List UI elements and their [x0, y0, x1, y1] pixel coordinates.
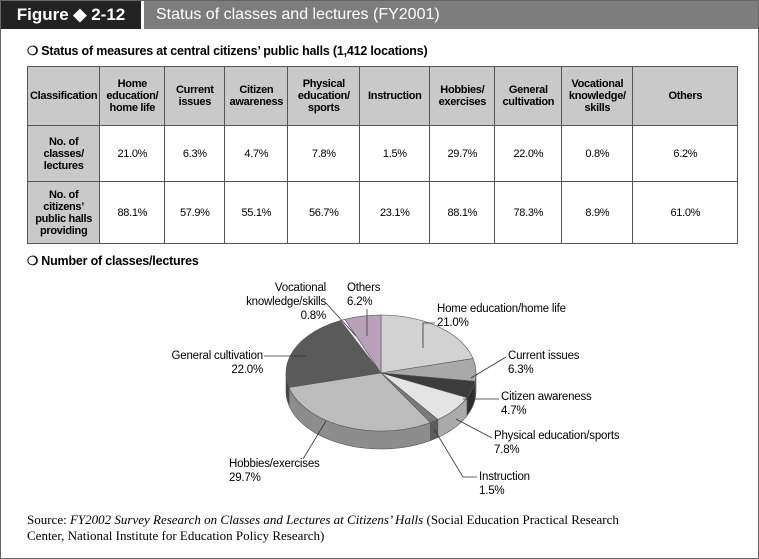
leader-line: [302, 420, 327, 460]
pie-slice: [380, 314, 474, 374]
category-label: Vocational knowledge/skills: [246, 282, 326, 308]
pie-slice: [344, 314, 382, 374]
chart-title: ❍ Number of classes/lectures: [27, 254, 199, 268]
category-label: Home education/home life: [437, 303, 566, 315]
column-header: Others: [632, 66, 739, 126]
figure-label: Figure ◆ 2-12: [1, 1, 141, 29]
category-label: Citizen awareness: [501, 391, 592, 403]
cell: 0.8%: [561, 125, 634, 182]
slice-label: Current issues 6.3%: [508, 349, 608, 377]
column-header: Physical education/ sports: [287, 66, 361, 126]
source: Source: FY2002 Survey Research on Classe…: [27, 512, 627, 544]
cell: 6.3%: [164, 125, 226, 182]
cell: 29.7%: [429, 125, 496, 182]
pie-slice: [380, 372, 468, 420]
cell: 22.0%: [494, 125, 563, 182]
category-label: Others: [347, 282, 381, 294]
row-header: No. of classes/ lectures: [26, 125, 101, 182]
column-header: Hobbies/ exercises: [429, 66, 496, 126]
category-label: Instruction: [479, 471, 530, 483]
value-label: 21.0%: [437, 317, 469, 329]
leader-line: [325, 302, 357, 337]
table-row: No. of citizens’ public halls providing 8…: [26, 181, 739, 244]
table-heading: ❍ Status of measures at central citizens…: [27, 44, 428, 58]
value-label: 4.7%: [501, 405, 527, 417]
value-label: 22.0%: [231, 364, 263, 376]
cell: 61.0%: [632, 181, 739, 244]
cell: 55.1%: [224, 181, 289, 244]
cell: 1.5%: [359, 125, 431, 182]
value-label: 1.5%: [479, 485, 505, 497]
column-header: Classification: [26, 66, 101, 126]
slice-label: Home education/home life 21.0%: [437, 302, 617, 330]
figure-title: Status of classes and lectures (FY2001): [141, 1, 758, 29]
column-header: Current issues: [164, 66, 226, 126]
slice-label: General cultivation 22.0%: [141, 349, 264, 377]
pie-slice: [380, 372, 476, 399]
slice-label: Instruction 1.5%: [479, 470, 559, 498]
pie-slice: [288, 372, 431, 432]
cell: 23.1%: [359, 181, 431, 244]
pie-side: [430, 419, 439, 441]
pie-slice: [285, 320, 382, 388]
value-label: 6.2%: [347, 296, 373, 308]
category-label: General cultivation: [171, 350, 264, 362]
category-label: Current issues: [508, 350, 580, 362]
source-publisher: (Social Education Practical Research Cen…: [27, 512, 619, 543]
cell: 8.9%: [561, 181, 634, 244]
row-header: No. of citizens’ public halls providing: [26, 181, 101, 244]
category-label: Hobbies/exercises: [229, 458, 320, 470]
slice-label: Others 6.2%: [347, 281, 407, 309]
cell: 4.7%: [224, 125, 289, 182]
cell: 21.0%: [99, 125, 166, 182]
leader-line: [433, 428, 477, 478]
cell: 88.1%: [429, 181, 496, 244]
cell: 7.8%: [287, 125, 361, 182]
table: Classification Home education/ home life C…: [26, 66, 739, 244]
leader-line: [470, 356, 507, 379]
cell: 6.2%: [632, 125, 739, 182]
table-row: No. of classes/ lectures 21.0% 6.3% 4.7% 7.8…: [26, 125, 739, 182]
leader-line: [455, 418, 493, 439]
column-header: Vocational knowledge/ skills: [561, 66, 634, 126]
value-label: 6.3%: [508, 364, 534, 376]
cell: 78.3%: [494, 181, 563, 244]
source-title: FY2002 Survey Research on Classes and Le…: [69, 512, 424, 527]
category-label: Physical education/sports: [494, 430, 620, 442]
column-header: Home education/ home life: [99, 66, 166, 126]
slice-label: Hobbies/exercises 29.7%: [229, 457, 339, 485]
value-label: 29.7%: [229, 472, 261, 484]
column-header: General cultivation: [494, 66, 563, 126]
value-label: 7.8%: [494, 444, 520, 456]
slice-label: Physical education/sports 7.8%: [494, 429, 634, 457]
table-header-row: Classification Home education/ home life C…: [26, 66, 739, 126]
slice-label: Vocational knowledge/skills 0.8%: [226, 281, 326, 323]
slice-label: Citizen awareness 4.7%: [501, 390, 611, 418]
value-label: 0.8%: [300, 310, 327, 322]
leader-line: [422, 322, 435, 348]
pie-slice: [380, 358, 477, 382]
source-label: Source:: [27, 512, 67, 527]
